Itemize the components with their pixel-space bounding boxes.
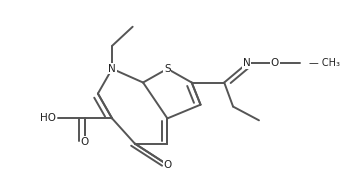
Text: — CH₃: — CH₃ [309,58,340,68]
Text: N: N [243,58,251,68]
Text: O: O [163,160,172,170]
Text: O: O [271,58,279,68]
Text: HO: HO [40,113,56,123]
Text: S: S [164,64,171,74]
Text: N: N [108,64,116,74]
Text: O: O [80,137,89,147]
